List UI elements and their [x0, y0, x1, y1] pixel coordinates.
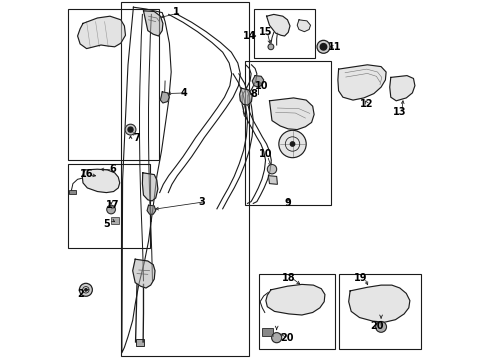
Polygon shape: [147, 205, 156, 214]
Text: 13: 13: [393, 107, 407, 117]
Text: 20: 20: [280, 333, 294, 343]
Bar: [259, 274, 335, 349]
Circle shape: [271, 333, 282, 343]
Text: 7: 7: [134, 132, 140, 143]
Circle shape: [85, 289, 87, 291]
Text: 8: 8: [250, 89, 257, 99]
Text: 10: 10: [259, 149, 272, 159]
Text: 14: 14: [243, 31, 256, 41]
Polygon shape: [82, 169, 120, 193]
Polygon shape: [267, 14, 290, 36]
Polygon shape: [266, 284, 325, 315]
Text: 18: 18: [282, 273, 296, 283]
Polygon shape: [144, 11, 163, 36]
Text: 9: 9: [285, 198, 292, 208]
Bar: [254, 9, 315, 58]
Circle shape: [376, 321, 387, 332]
Polygon shape: [133, 259, 155, 288]
Circle shape: [79, 283, 92, 296]
Polygon shape: [297, 20, 311, 32]
Polygon shape: [390, 76, 415, 101]
Bar: [245, 61, 331, 205]
Text: 19: 19: [354, 273, 368, 283]
Text: 12: 12: [360, 99, 373, 109]
Polygon shape: [77, 16, 125, 49]
Bar: [121, 2, 248, 356]
Bar: [68, 9, 159, 160]
Polygon shape: [143, 173, 158, 201]
Text: 15: 15: [259, 27, 272, 37]
Text: 20: 20: [371, 321, 384, 331]
Polygon shape: [349, 285, 410, 322]
Text: 3: 3: [198, 197, 205, 207]
Text: 11: 11: [327, 42, 341, 52]
Circle shape: [268, 165, 277, 174]
Bar: [111, 217, 119, 224]
Bar: [262, 328, 273, 336]
Circle shape: [291, 142, 294, 146]
Text: 4: 4: [180, 88, 187, 98]
Circle shape: [317, 40, 330, 53]
Circle shape: [268, 44, 274, 50]
Bar: [339, 274, 421, 349]
Polygon shape: [270, 98, 314, 130]
Polygon shape: [269, 176, 277, 184]
Text: 5: 5: [103, 219, 110, 229]
Text: 16: 16: [80, 168, 94, 179]
Bar: [68, 164, 149, 248]
Circle shape: [107, 205, 116, 214]
Polygon shape: [160, 92, 170, 103]
Text: 10: 10: [254, 81, 268, 91]
Polygon shape: [240, 88, 252, 105]
Circle shape: [279, 130, 306, 158]
Circle shape: [320, 44, 327, 50]
Text: 6: 6: [109, 164, 116, 174]
Text: 1: 1: [173, 6, 180, 17]
Text: 2: 2: [77, 289, 84, 299]
Bar: [69, 190, 76, 194]
Polygon shape: [338, 65, 386, 100]
Polygon shape: [252, 76, 264, 87]
Circle shape: [125, 124, 136, 135]
Bar: [136, 339, 144, 346]
Circle shape: [128, 127, 133, 132]
Text: 17: 17: [106, 200, 119, 210]
